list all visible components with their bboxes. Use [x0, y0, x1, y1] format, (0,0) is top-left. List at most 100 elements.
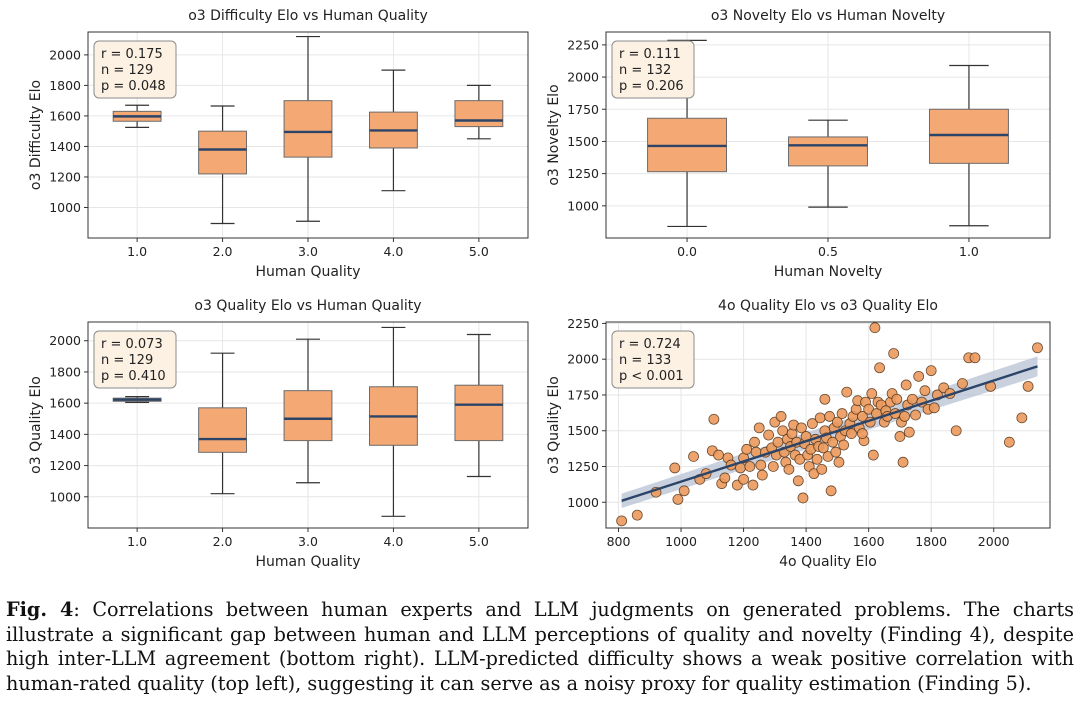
scatter-point — [796, 422, 807, 434]
y-tick-label: 1000 — [567, 495, 599, 510]
scatter-point — [913, 370, 925, 382]
x-axis-label: Human Quality — [256, 264, 361, 280]
scatter-point — [919, 385, 931, 397]
scatter-point — [738, 473, 749, 485]
scatter-point — [899, 411, 911, 422]
stats-box-frame — [611, 40, 695, 99]
chart-panel-4: 1000 1250 1500 1750 2000 2250 800 1000 1200 1400 1… — [546, 298, 1051, 570]
x-tick-label: 2000 — [978, 534, 1010, 549]
stats-line: p = 0.206 — [619, 79, 684, 94]
scatter-point — [713, 449, 724, 461]
scatter-point — [1022, 380, 1034, 392]
scatter-point — [688, 451, 699, 462]
stats-box-frame — [93, 330, 177, 389]
y-tick-label: 1500 — [567, 423, 599, 438]
box-0.5 — [788, 119, 868, 208]
x-tick-label: 1.0 — [959, 244, 979, 259]
scatter-point — [678, 485, 690, 497]
scatter-point — [867, 449, 879, 461]
scatter-point — [1016, 412, 1028, 424]
x-tick-label: 2.0 — [213, 534, 233, 549]
x-tick-label: 5.0 — [469, 244, 489, 259]
scatter-point — [838, 439, 850, 451]
y-tick-label: 1800 — [49, 78, 81, 93]
scatter-point — [894, 431, 906, 442]
scatter-point — [806, 418, 818, 429]
stats-line: n = 133 — [619, 353, 671, 368]
box-4.0 — [369, 69, 418, 192]
scatter-point — [957, 378, 968, 389]
scatter-point — [928, 402, 940, 414]
scatter-point — [672, 493, 684, 505]
x-tick-label: 800 — [607, 534, 631, 549]
y-tick-label: 1600 — [49, 396, 81, 411]
x-tick-label: 2.0 — [213, 244, 233, 259]
chart-panel-2: 1000 1250 1500 1750 2000 2250 0.0 0.5 1.0 o3 Nove… — [546, 8, 1051, 280]
x-tick-label: 1.0 — [127, 244, 147, 259]
box-1.0 — [112, 395, 162, 403]
scatter-point — [1003, 436, 1015, 448]
scatter-point — [792, 475, 804, 487]
chart-panel-1: 1000 1200 1400 1600 1800 2000 1.0 2.0 3.0 4.0 5.0 o… — [28, 8, 529, 280]
box-1.0 — [112, 104, 162, 128]
scatter-point — [897, 456, 909, 468]
scatter-point — [719, 472, 731, 484]
x-tick-label: 1400 — [790, 534, 822, 549]
stats-line: n = 132 — [619, 63, 671, 78]
scatter-point — [841, 386, 853, 398]
stats-line: r = 0.073 — [101, 337, 163, 352]
scatter-point — [903, 426, 915, 438]
stats-line: r = 0.175 — [101, 47, 163, 62]
scatter-point — [950, 425, 962, 437]
x-axis-label: Human Novelty — [774, 264, 883, 280]
scatter-point — [907, 393, 918, 405]
scatter-point — [708, 413, 720, 425]
stats-line: p = 0.410 — [101, 369, 166, 384]
scatter-point — [819, 393, 831, 405]
box-iqr — [928, 108, 1009, 164]
y-axis-label: o3 Novelty Elo — [546, 84, 562, 185]
y-axis-label: o3 Quality Elo — [546, 376, 562, 474]
y-tick-label: 2000 — [49, 333, 81, 348]
stats-line: r = 0.724 — [619, 337, 681, 352]
x-tick-label: 1200 — [728, 534, 760, 549]
y-tick-label: 1600 — [49, 108, 81, 123]
box-iqr — [198, 130, 247, 175]
scatter-point — [910, 409, 921, 421]
scatter-point — [747, 479, 759, 491]
y-tick-label: 1000 — [567, 198, 599, 213]
y-tick-label: 2000 — [567, 70, 599, 85]
scatter-point — [817, 442, 829, 454]
scatter-point — [827, 436, 839, 448]
scatter-point — [831, 416, 843, 428]
scatter-point — [749, 436, 760, 448]
box-iqr — [198, 407, 247, 453]
x-tick-label: 1.0 — [127, 534, 147, 549]
scatter-point — [669, 462, 681, 474]
chart-panel-3: 1000 1200 1400 1600 1800 2000 1.0 2.0 3.0 4.0 5.0 o… — [28, 298, 529, 570]
scatter-point — [741, 443, 753, 455]
x-axis-label: Human Quality — [256, 554, 361, 570]
box-3.0 — [283, 35, 333, 222]
scatter-point — [616, 515, 628, 527]
y-tick-label: 1400 — [49, 139, 81, 154]
y-tick-label: 1750 — [567, 102, 599, 117]
box-2.0 — [198, 352, 247, 495]
scatter-point — [925, 365, 937, 377]
box-iqr — [788, 136, 868, 167]
x-tick-label: 5.0 — [469, 534, 489, 549]
box-iqr — [283, 390, 333, 442]
x-tick-label: 1000 — [665, 534, 697, 549]
box-5.0 — [454, 333, 504, 478]
scatter-point — [783, 463, 795, 475]
scatter-point — [744, 461, 756, 472]
scatter-point — [836, 408, 848, 419]
y-tick-label: 1200 — [49, 458, 81, 473]
y-tick-label: 1000 — [49, 200, 81, 215]
x-tick-label: 0.5 — [818, 244, 838, 259]
scatter-point — [814, 412, 826, 424]
x-tick-label: 1600 — [853, 534, 885, 549]
chart-title: 4o Quality Elo vs o3 Quality Elo — [718, 298, 938, 314]
axes-frame — [605, 321, 1051, 529]
